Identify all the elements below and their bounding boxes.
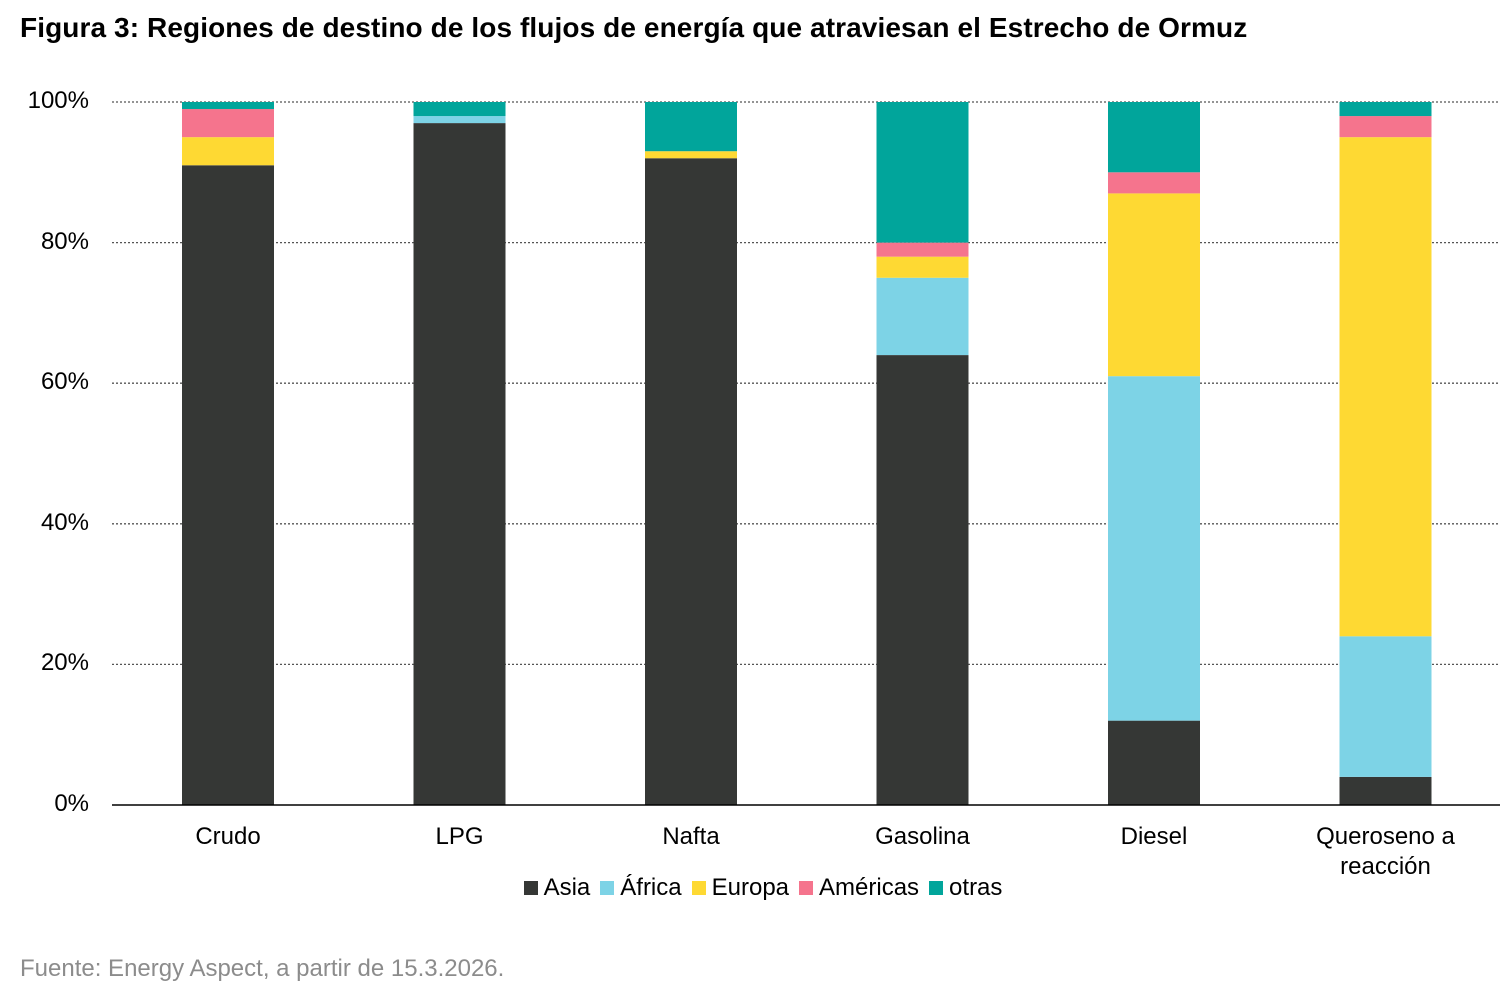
bar-segment <box>1108 172 1200 194</box>
bar-segment <box>876 355 969 805</box>
legend-label: Europa <box>711 874 790 901</box>
bar-segment <box>876 277 969 356</box>
y-tick-label: 20% <box>40 649 89 677</box>
bar-segment <box>1339 636 1432 777</box>
bar-segment <box>1108 720 1200 805</box>
y-tick-label: 60% <box>40 368 89 396</box>
bar-segment <box>876 102 969 243</box>
chart-title: Figura 3: Regiones de destino de los flu… <box>20 12 1248 43</box>
legend-item: Américas <box>799 874 919 902</box>
bar-segment <box>1339 137 1432 637</box>
x-category-label: Gasolina <box>875 823 970 850</box>
x-category-label: Nafta <box>662 823 720 850</box>
y-tick-label: 40% <box>40 508 89 536</box>
bar-segment <box>1339 102 1432 117</box>
bar-segment <box>182 137 274 166</box>
x-category-label: Diesel <box>1120 823 1188 850</box>
legend-swatch <box>929 881 944 895</box>
legend-swatch <box>523 881 538 895</box>
legend: Asia África Europa Américas otras <box>0 874 1500 902</box>
bar-segment <box>1339 116 1432 138</box>
bar-segment <box>645 102 737 152</box>
bar-segment <box>182 109 274 138</box>
legend-item: Asia <box>523 874 591 902</box>
bar-segment <box>1108 193 1200 377</box>
bar-segment <box>182 102 274 110</box>
bar-segment <box>1108 102 1200 173</box>
legend-item: África <box>600 874 682 902</box>
y-tick-label: 0% <box>54 790 89 817</box>
bar-segment <box>876 242 969 257</box>
bar-segment <box>1339 776 1432 805</box>
legend-item: otras <box>929 874 1002 902</box>
legend-label: África <box>620 874 682 901</box>
legend-label: Américas <box>819 874 920 901</box>
x-category-label: Queroseno a reacción <box>1316 823 1455 880</box>
x-category-label: Crudo <box>195 823 261 850</box>
bar-segment <box>182 165 274 805</box>
bar-segment <box>413 116 506 124</box>
legend-label: Asia <box>543 874 591 901</box>
x-category-label: LPG <box>435 823 484 850</box>
legend-label: otras <box>949 874 1003 901</box>
legend-swatch <box>799 881 814 895</box>
legend-swatch <box>691 881 706 895</box>
bar-segment <box>645 151 737 159</box>
bar-segment <box>876 256 969 278</box>
legend-item: Europa <box>691 874 790 902</box>
bar-segment <box>413 102 506 117</box>
bar-segment <box>413 123 506 806</box>
source-note: Fuente: Energy Aspect, a partir de 15.3.… <box>20 955 505 982</box>
bar-segment <box>645 158 737 806</box>
bars <box>182 102 1432 806</box>
bar-segment <box>1108 376 1200 721</box>
legend-swatch <box>600 881 615 895</box>
y-tick-label: 80% <box>40 227 89 255</box>
y-tick-label: 100% <box>27 87 89 114</box>
gridlines <box>112 101 1500 666</box>
